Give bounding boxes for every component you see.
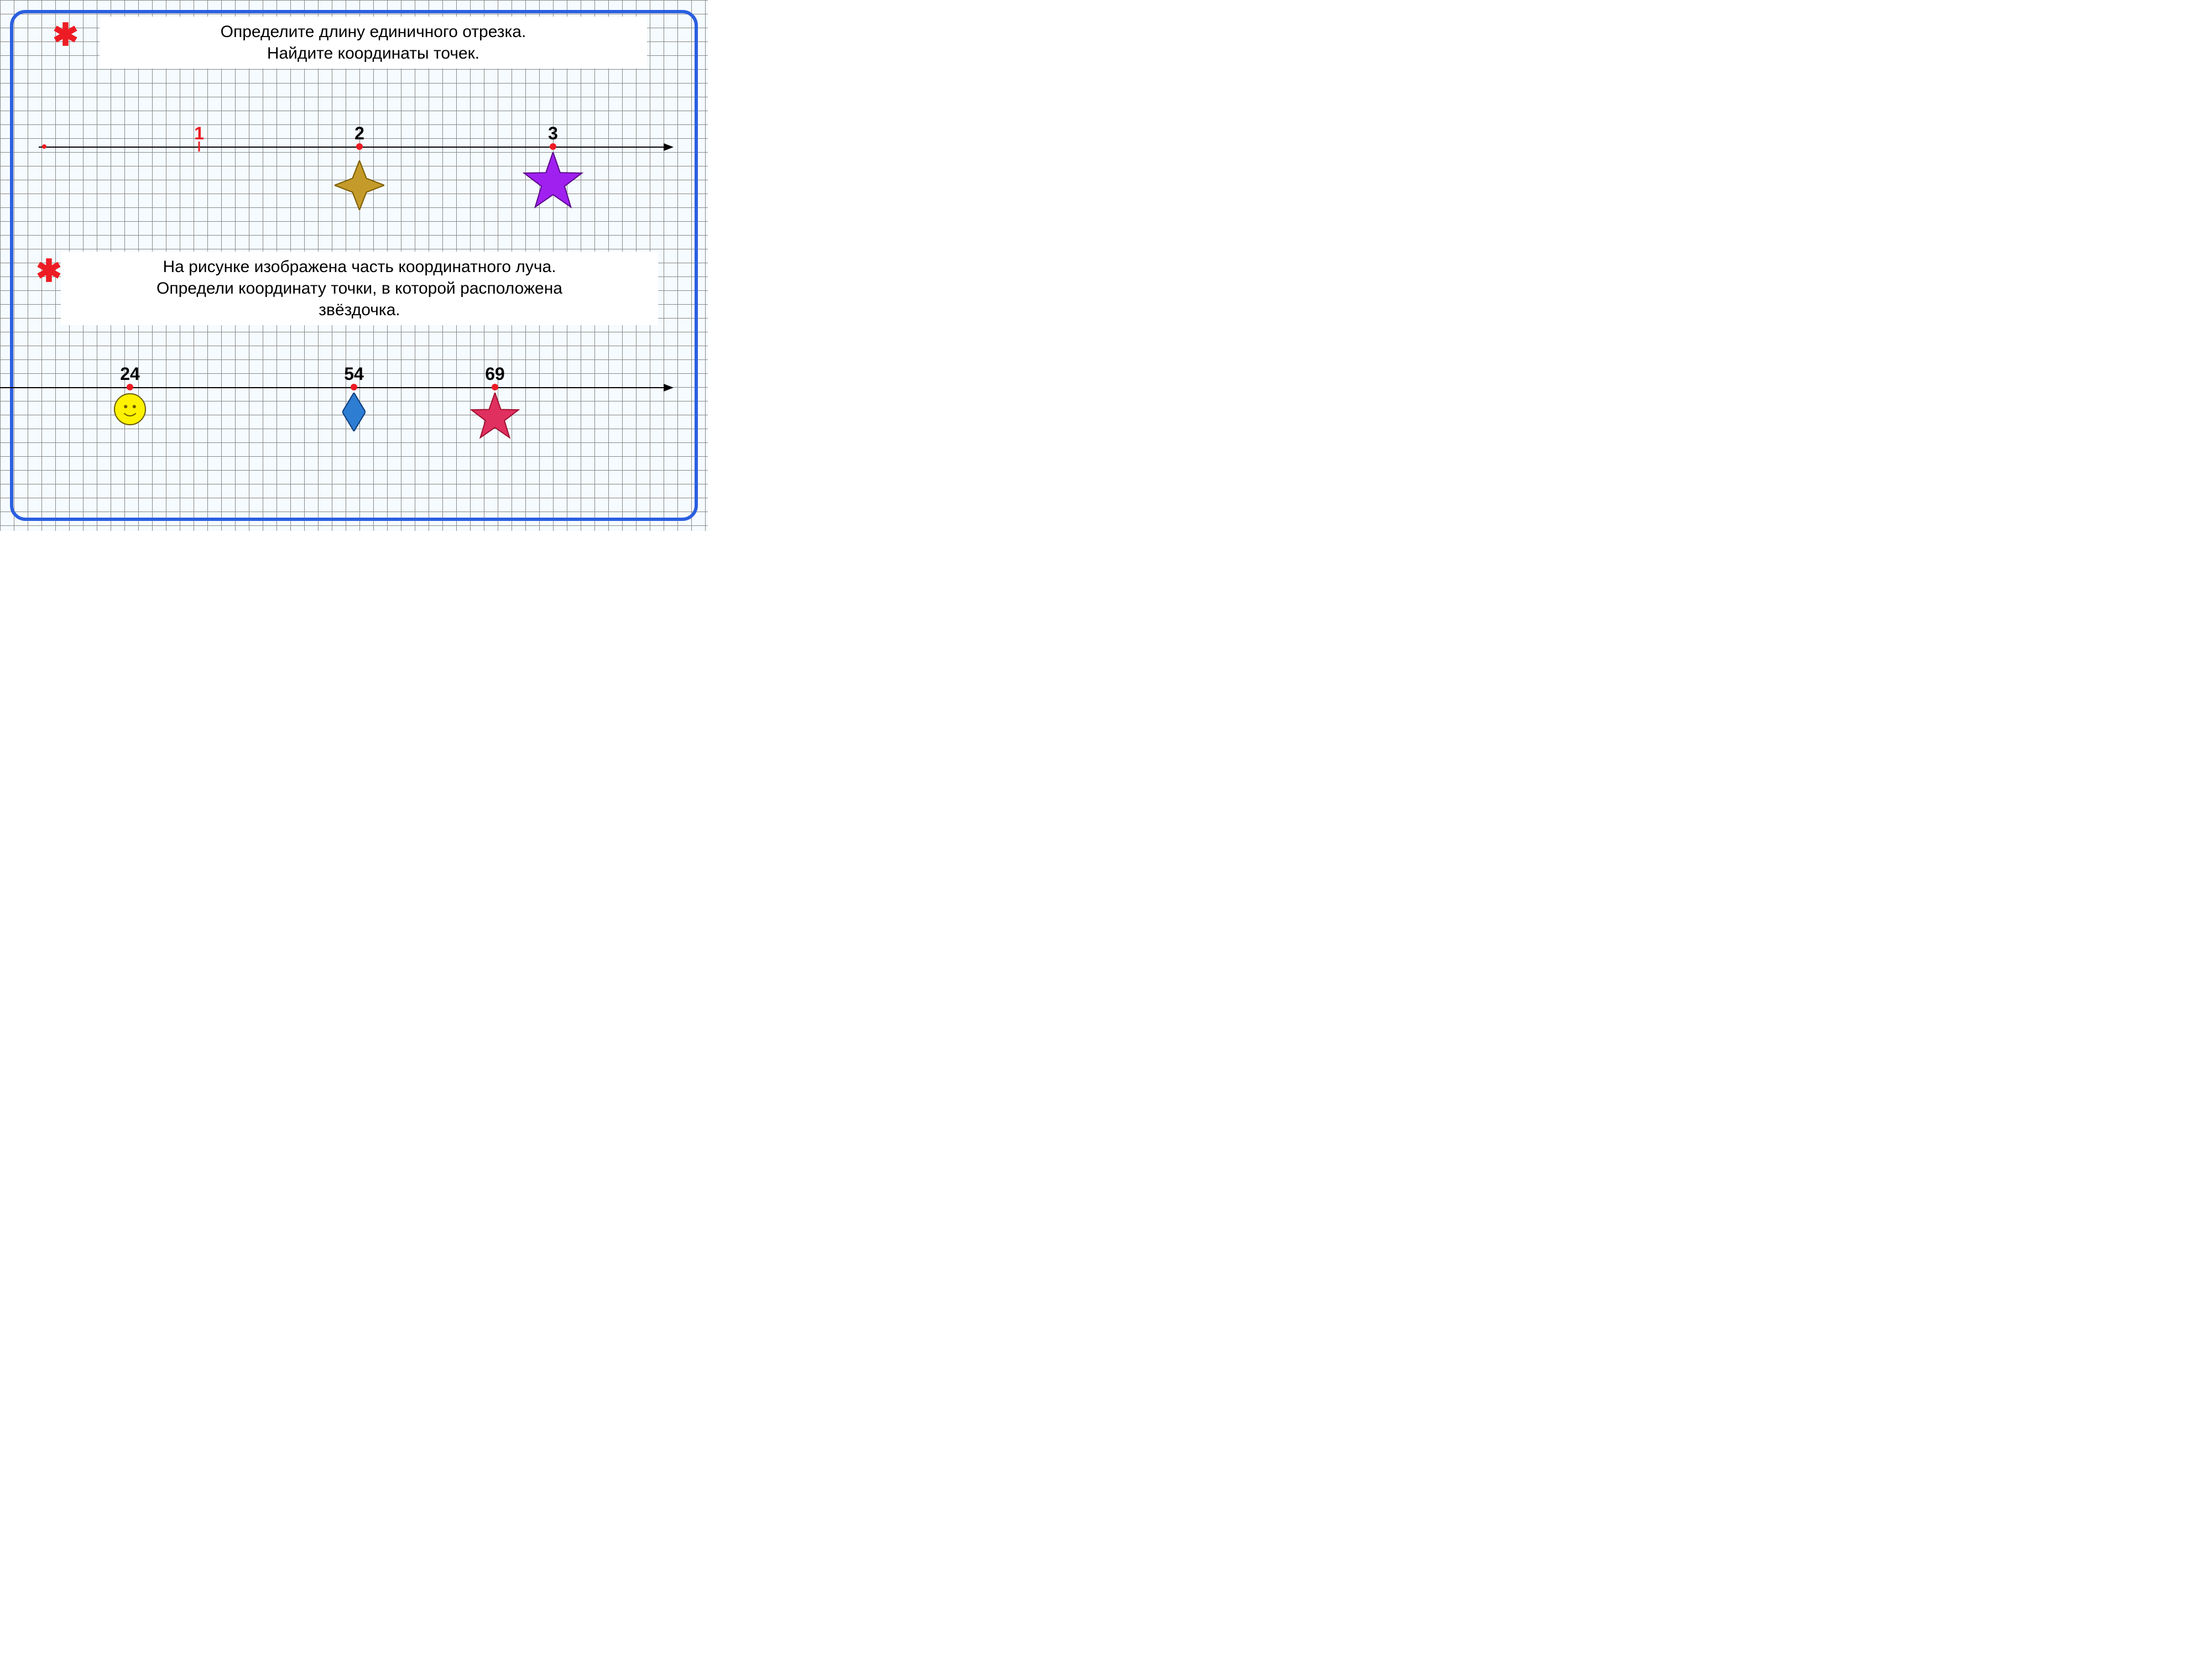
task2-line1: На рисунке изображена часть координатног… — [70, 256, 649, 278]
origin-dot-1 — [42, 144, 46, 149]
asterisk-icon: ✱ — [36, 255, 62, 286]
number-line-1 — [39, 147, 664, 148]
smiley-icon — [113, 393, 147, 429]
point-dot — [492, 384, 498, 390]
star-icon — [470, 393, 520, 445]
diamond-icon — [342, 393, 366, 434]
star-icon — [523, 152, 583, 216]
axis-label: 2 — [354, 123, 364, 144]
point-dot — [351, 384, 357, 390]
task2-textbox: На рисунке изображена часть координатног… — [61, 252, 658, 325]
axis-label: 3 — [548, 123, 558, 144]
point-dot — [550, 143, 556, 150]
arrow-head-1 — [664, 143, 674, 151]
point-dot — [356, 143, 363, 150]
axis-label: 1 — [194, 123, 204, 144]
task2-line2: Определи координату точки, в которой рас… — [70, 278, 649, 299]
task1-textbox: Определите длину единичного отрезка. Най… — [100, 17, 647, 69]
number-line-2 — [0, 387, 664, 388]
point-dot — [127, 384, 133, 390]
asterisk-icon: ✱ — [53, 19, 79, 50]
axis-label: 24 — [120, 364, 140, 384]
axis-label: 54 — [344, 364, 364, 384]
arrow-head-2 — [664, 384, 674, 392]
task1-line2: Найдите координаты точек. — [108, 43, 638, 64]
four-point-star-icon — [335, 160, 384, 213]
axis-label: 69 — [485, 364, 505, 384]
task2-line3: звёздочка. — [70, 299, 649, 321]
task1-line1: Определите длину единичного отрезка. — [108, 21, 638, 43]
tick-mark — [199, 142, 200, 152]
content: ✱ Определите длину единичного отрезка. Н… — [0, 0, 708, 531]
